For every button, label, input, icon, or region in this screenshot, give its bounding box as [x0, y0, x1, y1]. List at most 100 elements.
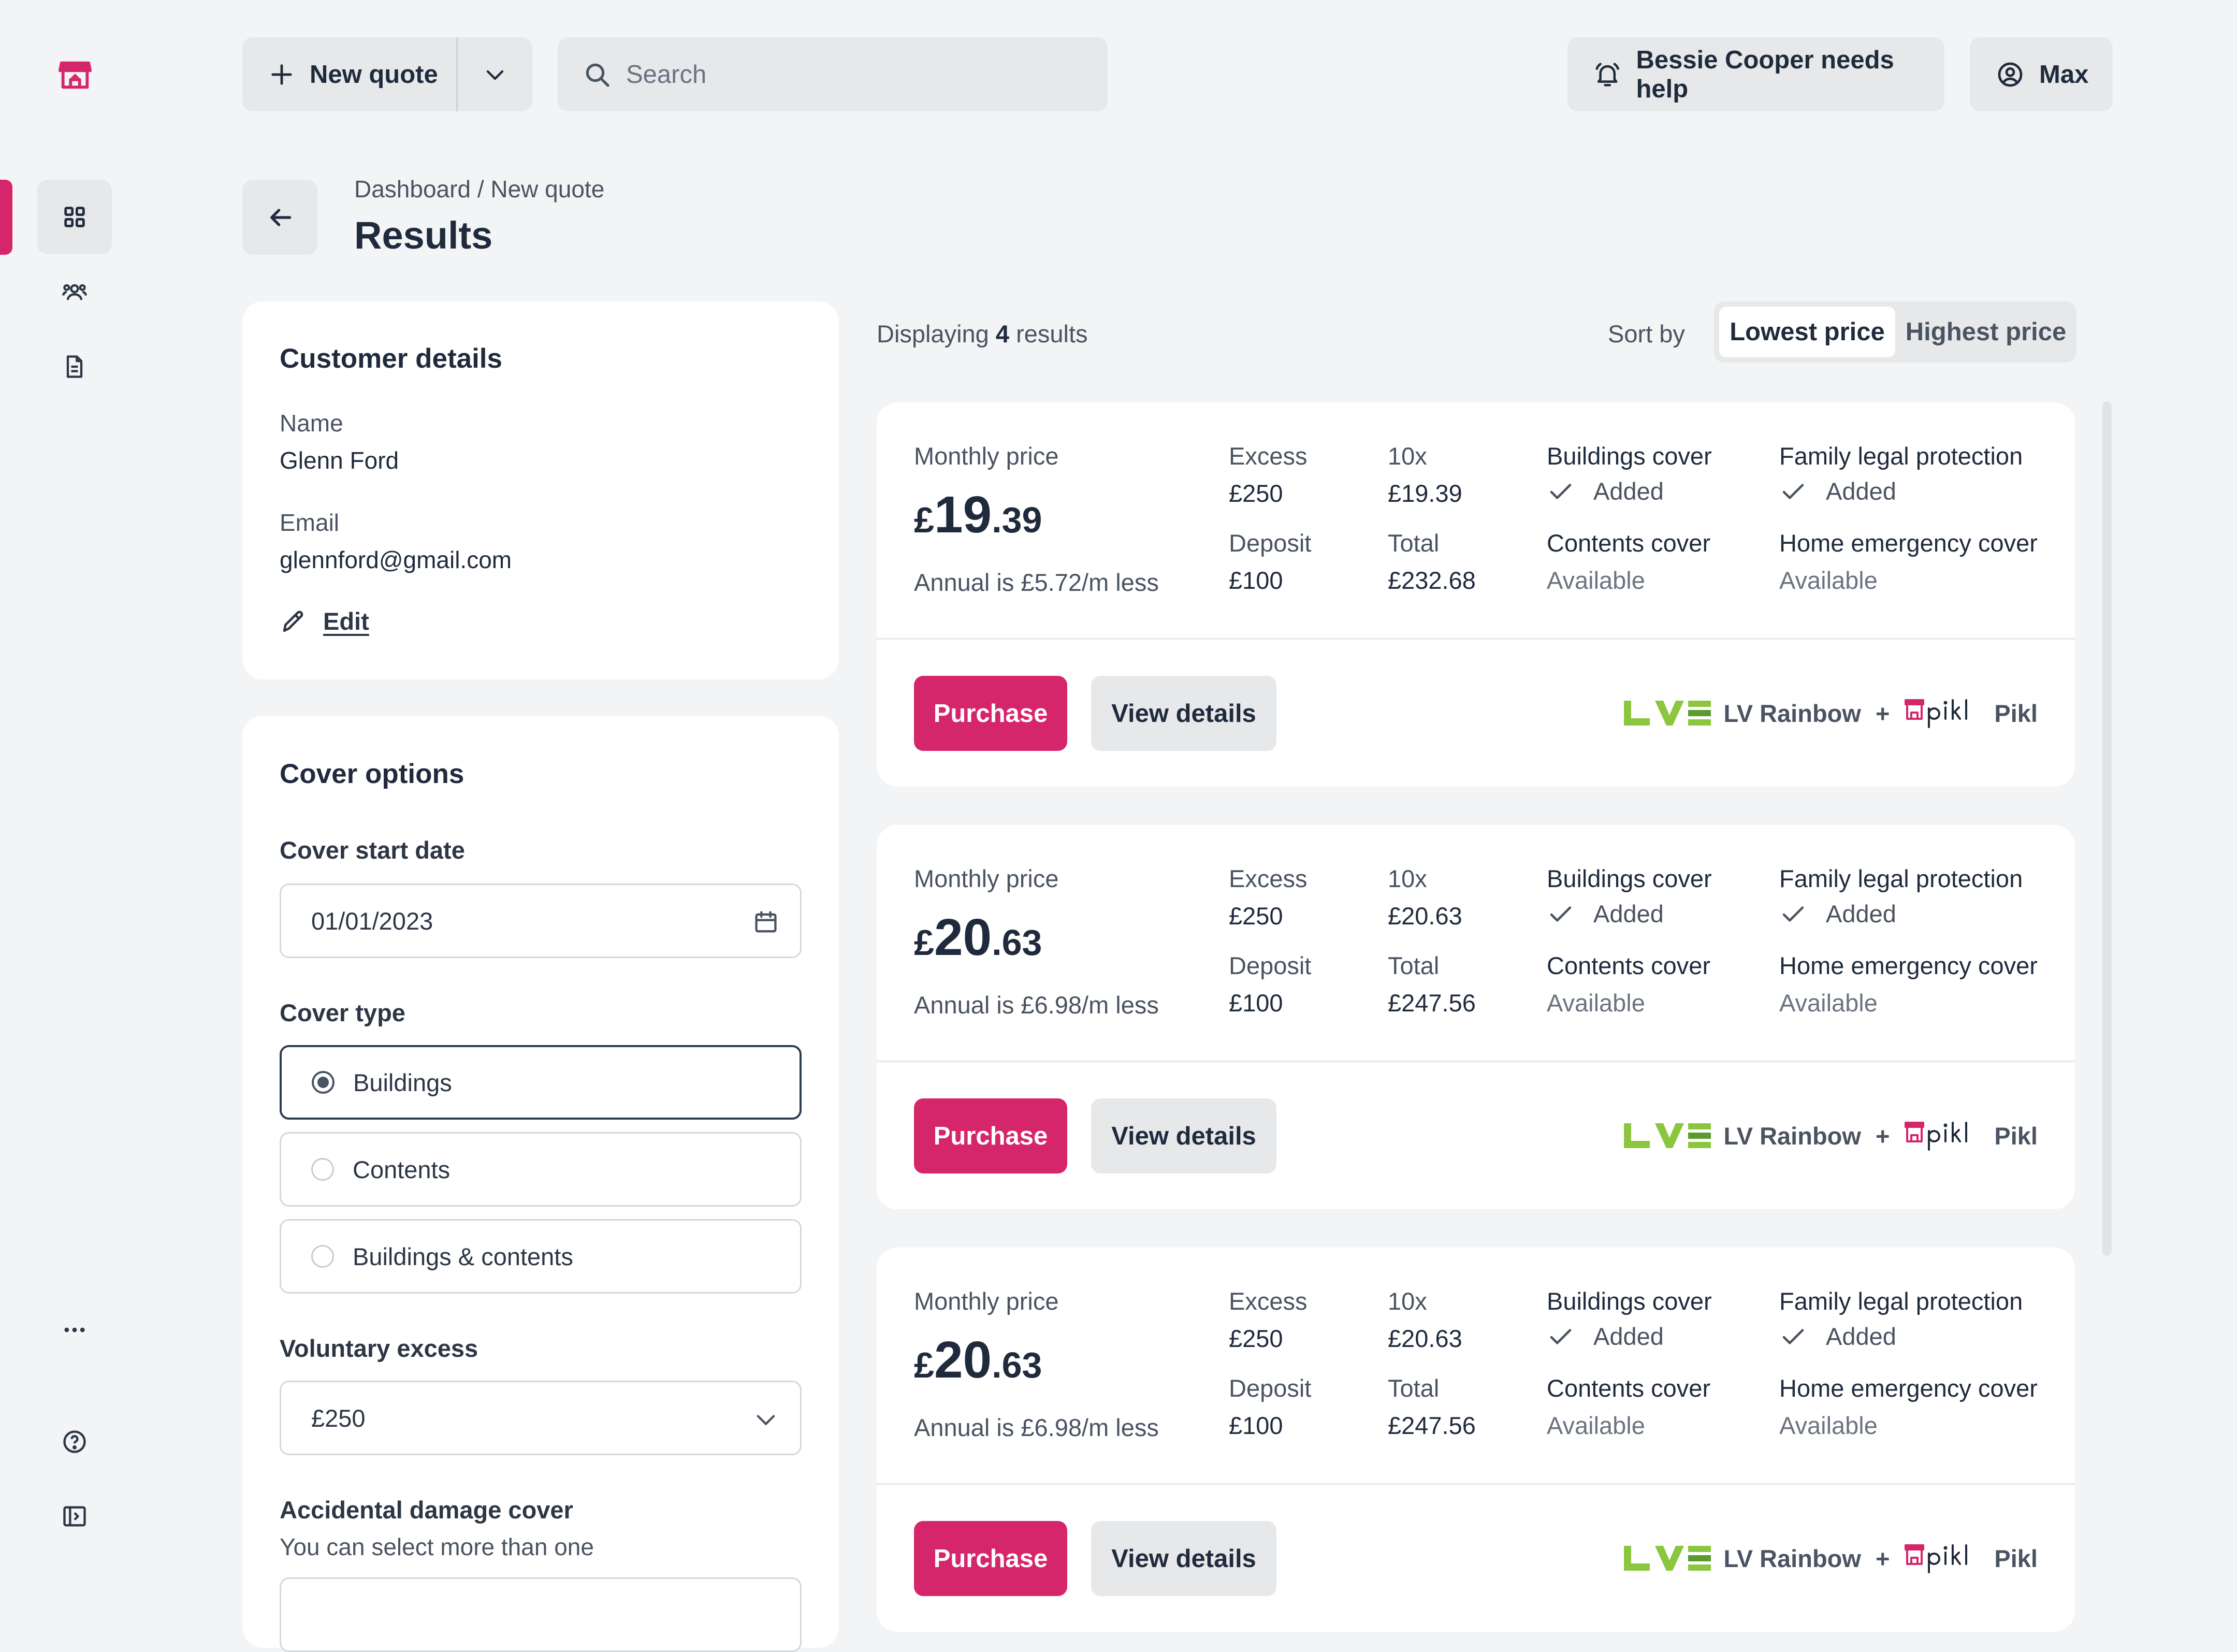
- shop-logo-icon[interactable]: [57, 57, 93, 93]
- new-quote-button[interactable]: New quote: [242, 37, 458, 111]
- customer-email: glennford@gmail.com: [280, 546, 512, 573]
- deposit-label: Deposit: [1229, 529, 1312, 557]
- annual-note: Annual is £6.98/m less: [914, 1414, 1159, 1441]
- contents-cover-status: Available: [1547, 989, 1645, 1017]
- provider-brands: LV Rainbow + Pikl: [1624, 1538, 2038, 1579]
- excess-value: £250: [1229, 1325, 1283, 1352]
- nav-customers[interactable]: [37, 255, 112, 329]
- results-count-prefix: Displaying: [877, 320, 989, 347]
- insurer-name: LV Rainbow: [1723, 699, 1861, 727]
- excess-label: Excess: [1229, 1287, 1308, 1315]
- bell-ringing-icon: [1595, 62, 1619, 86]
- total-value: £232.68: [1388, 567, 1476, 594]
- result-card: Monthly price £20.63 Annual is £6.98/m l…: [877, 825, 2075, 1209]
- monthly-price-label: Monthly price: [914, 442, 1059, 470]
- monthly-price: £20.63: [914, 1330, 1042, 1390]
- results-scrollbar[interactable]: [2102, 401, 2112, 1256]
- cover-start-date-value: 01/01/2023: [311, 907, 433, 935]
- collapse-sidebar-icon: [63, 1506, 86, 1527]
- plus-sign: +: [1875, 1544, 1890, 1572]
- legal-protection-status-text: Added: [1826, 900, 1896, 928]
- buildings-cover-status-text: Added: [1593, 900, 1664, 928]
- price-currency: £: [914, 922, 934, 963]
- purchase-button[interactable]: Purchase: [914, 1098, 1067, 1173]
- view-details-button[interactable]: View details: [1091, 676, 1276, 751]
- contents-cover-status: Available: [1547, 567, 1645, 594]
- buildings-cover-status-text: Added: [1593, 1323, 1664, 1350]
- buildings-cover-status: Added: [1547, 1322, 1664, 1351]
- result-card: Monthly price £20.63 Annual is £6.98/m l…: [877, 1248, 2075, 1632]
- price-integer: 19: [934, 486, 992, 544]
- partner-name: Pikl: [1994, 1544, 2038, 1572]
- help-request-label: Bessie Cooper needs help: [1636, 46, 1894, 103]
- sort-highest-price[interactable]: Highest price: [1905, 318, 2067, 346]
- accidental-damage-hint: You can select more than one: [280, 1533, 594, 1560]
- email-label: Email: [280, 509, 340, 536]
- cover-type-option-buildings-contents[interactable]: Buildings & contents: [280, 1219, 802, 1294]
- annual-note: Annual is £6.98/m less: [914, 991, 1159, 1019]
- edit-label: Edit: [323, 607, 369, 635]
- nav-help[interactable]: [37, 1404, 112, 1479]
- voluntary-excess-select[interactable]: £250: [280, 1381, 802, 1455]
- nav-dashboard[interactable]: [37, 180, 112, 254]
- purchase-button[interactable]: Purchase: [914, 676, 1067, 751]
- price-decimal: .39: [992, 500, 1042, 540]
- buildings-cover-status-text: Added: [1593, 477, 1664, 505]
- excess-label: Excess: [1229, 442, 1308, 470]
- calendar-icon[interactable]: [752, 909, 779, 936]
- results-count: Displaying 4 results: [877, 320, 1088, 348]
- insurer-name: LV Rainbow: [1723, 1544, 1861, 1572]
- lv-logo-icon: [1624, 701, 1711, 726]
- view-details-button[interactable]: View details: [1091, 1521, 1276, 1596]
- plus-sign: +: [1875, 699, 1890, 727]
- sort-lowest-price[interactable]: Lowest price: [1719, 307, 1895, 357]
- dashboard-grid-icon: [64, 207, 85, 227]
- customer-name: Glenn Ford: [280, 447, 399, 474]
- sort-toggle: Lowest price Highest price: [1714, 301, 2076, 363]
- nav-more[interactable]: [37, 1293, 112, 1367]
- edit-customer-link[interactable]: Edit: [280, 607, 369, 635]
- voluntary-excess-value: £250: [311, 1404, 366, 1432]
- voluntary-excess-label: Voluntary excess: [280, 1335, 478, 1362]
- search-input[interactable]: Search: [558, 37, 1108, 111]
- buildings-cover-status: Added: [1547, 900, 1664, 928]
- instalments-label: 10x: [1388, 1287, 1427, 1315]
- user-menu-button[interactable]: Max: [1970, 37, 2113, 111]
- plus-icon: [271, 64, 292, 85]
- back-button[interactable]: [242, 180, 317, 255]
- legal-protection-status: Added: [1779, 900, 1896, 928]
- price-integer: 20: [934, 1331, 992, 1389]
- pikl-logo-icon: [1905, 1122, 1968, 1151]
- total-value: £247.56: [1388, 989, 1476, 1017]
- purchase-button[interactable]: Purchase: [914, 1521, 1067, 1596]
- excess-value: £250: [1229, 480, 1283, 507]
- results-count-suffix: results: [1016, 320, 1088, 347]
- breadcrumb: Dashboard / New quote: [354, 176, 605, 202]
- deposit-value: £100: [1229, 1412, 1283, 1439]
- check-icon: [1782, 1328, 1804, 1344]
- cover-type-option-buildings[interactable]: Buildings: [280, 1045, 802, 1120]
- total-label: Total: [1388, 529, 1440, 557]
- instalments-value: £20.63: [1388, 902, 1462, 930]
- new-quote-dropdown-button[interactable]: [458, 62, 532, 87]
- home-emergency-status: Available: [1779, 1412, 1878, 1439]
- cover-start-date-input[interactable]: 01/01/2023: [280, 883, 802, 958]
- contents-cover-label: Contents cover: [1547, 529, 1711, 557]
- partner-name: Pikl: [1994, 1122, 2038, 1150]
- total-value: £247.56: [1388, 1412, 1476, 1439]
- monthly-price-label: Monthly price: [914, 865, 1059, 892]
- accidental-damage-option[interactable]: [280, 1577, 802, 1652]
- price-currency: £: [914, 1345, 934, 1385]
- arrow-left-icon: [270, 208, 291, 226]
- home-emergency-label: Home emergency cover: [1779, 952, 2038, 979]
- nav-documents[interactable]: [37, 329, 112, 404]
- sort-label: Sort by: [1608, 320, 1685, 347]
- provider-brands: LV Rainbow + Pikl: [1624, 1115, 2038, 1156]
- deposit-label: Deposit: [1229, 1374, 1312, 1402]
- help-request-button[interactable]: Bessie Cooper needs help: [1567, 37, 1944, 111]
- pencil-icon: [283, 611, 303, 632]
- nav-collapse-sidebar[interactable]: [37, 1479, 112, 1554]
- view-details-button[interactable]: View details: [1091, 1098, 1276, 1173]
- cover-type-option-contents[interactable]: Contents: [280, 1132, 802, 1207]
- legal-protection-status: Added: [1779, 1322, 1896, 1351]
